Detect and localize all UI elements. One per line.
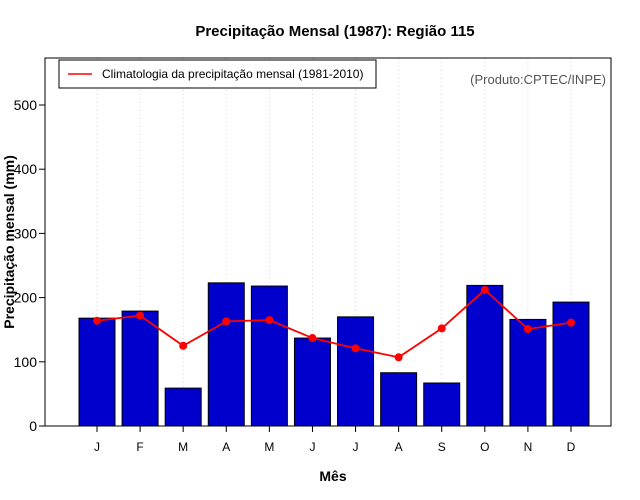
bar-2 [121, 310, 159, 427]
climatology-point-6 [308, 334, 317, 343]
bar-3 [164, 387, 202, 427]
bar-6 [293, 337, 331, 427]
bar-7 [337, 316, 375, 427]
climatology-line [96, 288, 572, 359]
bar-9 [423, 382, 461, 427]
climatology-point-1 [93, 316, 101, 325]
y-tick-label: 0 [29, 418, 37, 434]
x-tick-label: D [567, 440, 576, 454]
x-tick-label: S [438, 440, 446, 454]
x-tick-label: A [395, 440, 403, 454]
x-tick-label: F [136, 440, 143, 454]
legend-box [58, 59, 377, 89]
climatology-point-10 [480, 285, 489, 294]
x-tick-label: O [480, 440, 489, 454]
y-tick-label: 400 [14, 161, 38, 177]
x-tick-label: M [178, 440, 188, 454]
bar-4 [207, 282, 245, 427]
climatology-point-2 [136, 311, 145, 320]
climatology-point-8 [394, 353, 403, 362]
y-axis-title: Precipitação mensal (mm) [1, 155, 17, 329]
bar-11 [509, 318, 547, 427]
y-tick-label: 200 [14, 290, 38, 306]
x-axis-title: Mês [319, 468, 346, 484]
bar-series [78, 282, 590, 427]
legend-entry-climatology: Climatologia da precipitação mensal (198… [102, 67, 363, 81]
grid-lines [96, 58, 572, 426]
climatology-point-12 [567, 318, 575, 327]
climatology-series [93, 285, 575, 362]
y-tick-label: 300 [14, 225, 38, 241]
x-tick-label: A [222, 440, 230, 454]
climatology-point-11 [523, 325, 532, 334]
legend: Climatologia da precipitação mensal (198… [58, 59, 377, 89]
bar-10 [466, 284, 504, 427]
climatology-point-3 [179, 341, 188, 350]
y-tick-label: 100 [14, 354, 38, 370]
bar-5 [250, 285, 288, 427]
climatology-point-4 [222, 317, 231, 326]
source-note: (Produto:CPTEC/INPE) [470, 72, 606, 87]
climatology-point-7 [351, 344, 360, 353]
x-tick-label: J [353, 440, 359, 454]
bar-1 [78, 317, 116, 427]
climatology-point-9 [437, 324, 446, 333]
x-tick-label: N [524, 440, 533, 454]
y-tick-label: 500 [14, 97, 38, 113]
y-axis: 0 100 200 300 400 500 [14, 97, 46, 434]
x-tick-label: J [309, 440, 315, 454]
x-tick-label: M [264, 440, 274, 454]
bar-8 [380, 372, 418, 427]
climatology-point-5 [265, 316, 274, 325]
x-tick-label: J [94, 440, 100, 454]
chart-title: Precipitação Mensal (1987): Região 115 [195, 23, 474, 40]
